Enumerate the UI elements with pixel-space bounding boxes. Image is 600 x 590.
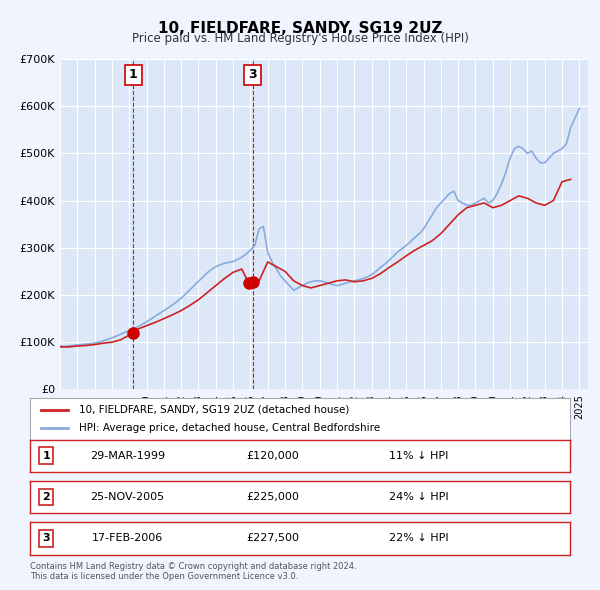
Text: 25-NOV-2005: 25-NOV-2005 (90, 492, 164, 502)
Text: 1: 1 (129, 68, 138, 81)
Text: 22% ↓ HPI: 22% ↓ HPI (389, 533, 449, 543)
Text: 17-FEB-2006: 17-FEB-2006 (92, 533, 163, 543)
Text: 10, FIELDFARE, SANDY, SG19 2UZ: 10, FIELDFARE, SANDY, SG19 2UZ (158, 21, 442, 35)
Text: 11% ↓ HPI: 11% ↓ HPI (389, 451, 448, 461)
Text: 24% ↓ HPI: 24% ↓ HPI (389, 492, 449, 502)
Text: Price paid vs. HM Land Registry's House Price Index (HPI): Price paid vs. HM Land Registry's House … (131, 32, 469, 45)
Text: 2: 2 (43, 492, 50, 502)
Text: 3: 3 (248, 68, 257, 81)
Text: 3: 3 (43, 533, 50, 543)
Text: 10, FIELDFARE, SANDY, SG19 2UZ (detached house): 10, FIELDFARE, SANDY, SG19 2UZ (detached… (79, 405, 349, 415)
Text: £225,000: £225,000 (247, 492, 299, 502)
Text: HPI: Average price, detached house, Central Bedfordshire: HPI: Average price, detached house, Cent… (79, 423, 380, 433)
Text: £227,500: £227,500 (247, 533, 299, 543)
Text: Contains HM Land Registry data © Crown copyright and database right 2024.
This d: Contains HM Land Registry data © Crown c… (30, 562, 356, 581)
Text: 29-MAR-1999: 29-MAR-1999 (89, 451, 165, 461)
Text: £120,000: £120,000 (247, 451, 299, 461)
Text: 1: 1 (43, 451, 50, 461)
